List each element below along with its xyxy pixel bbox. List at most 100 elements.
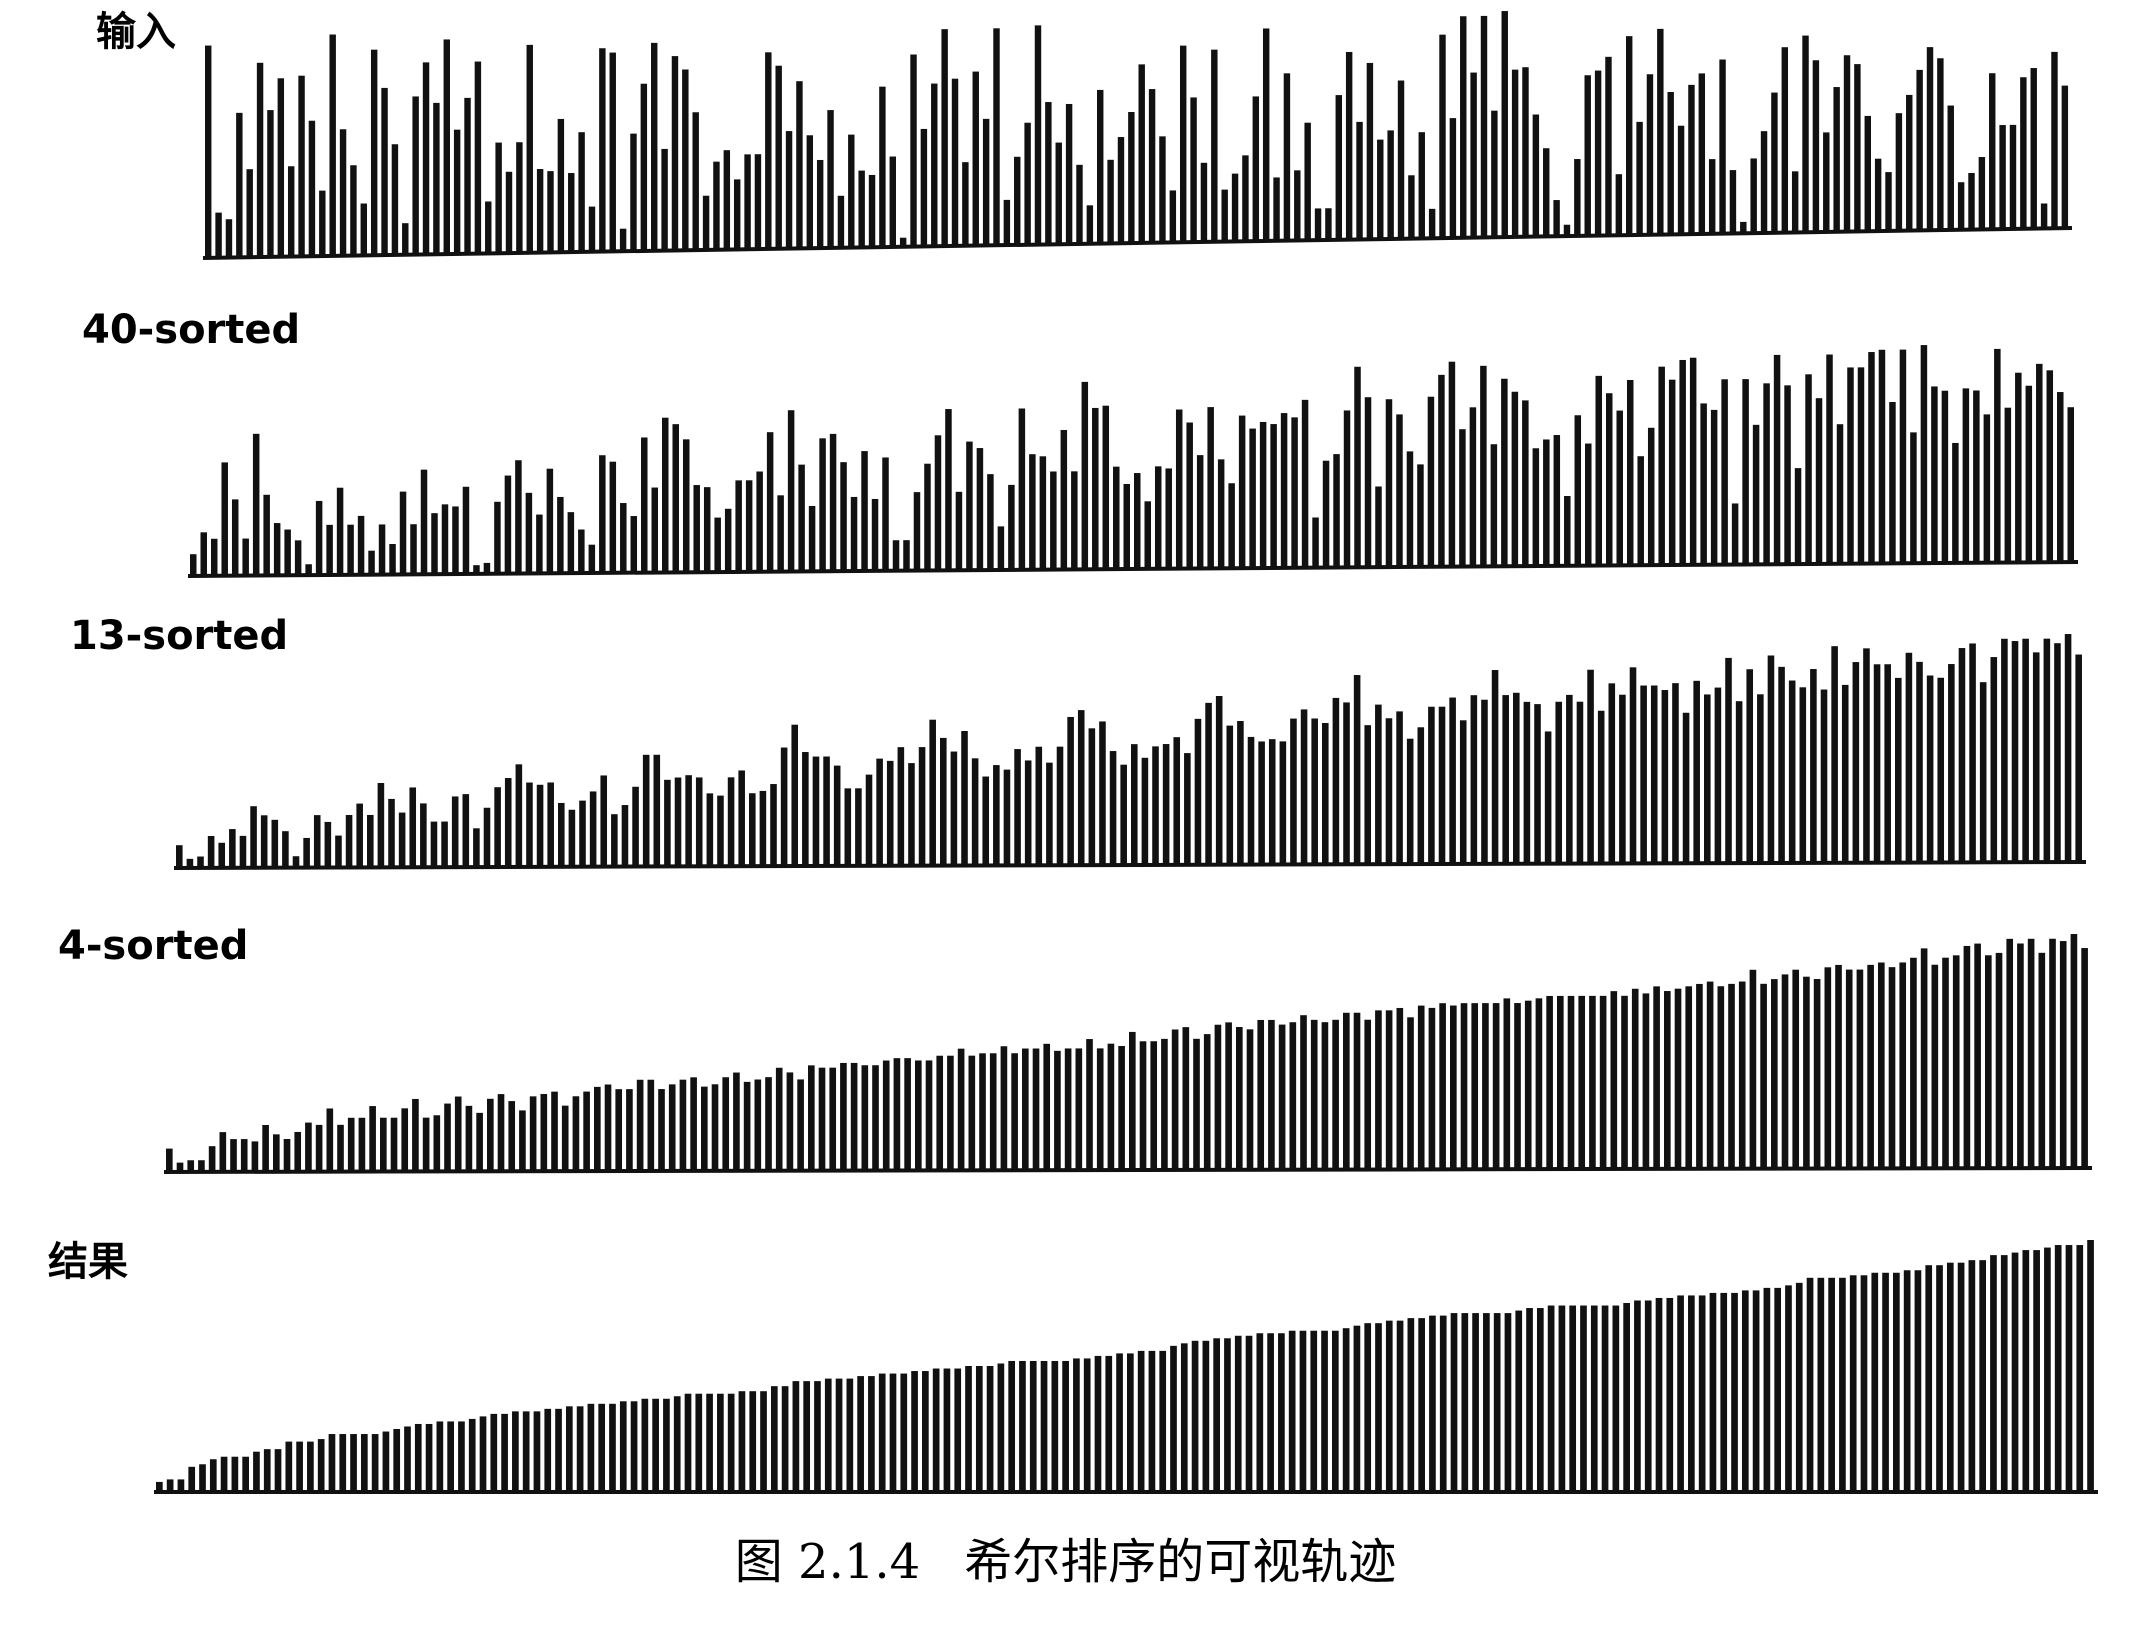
- bar: [674, 777, 682, 867]
- bar: [1749, 969, 1757, 1169]
- bar: [572, 1096, 580, 1172]
- bar: [621, 805, 629, 867]
- bar: [1182, 1027, 1190, 1170]
- bar: [1094, 1355, 1102, 1492]
- bar: [1491, 670, 1499, 864]
- bar: [2033, 1250, 2040, 1492]
- bar: [962, 162, 969, 246]
- bar: [1450, 1313, 1458, 1492]
- bar: [350, 1434, 357, 1492]
- bar: [1647, 427, 1655, 566]
- bar: [412, 1098, 419, 1172]
- bar: [1677, 125, 1685, 235]
- bar: [1180, 1343, 1188, 1492]
- bar: [1721, 379, 1728, 565]
- bar: [1117, 137, 1125, 244]
- bar: [1428, 208, 1436, 239]
- bar: [727, 1393, 735, 1492]
- bar: [1948, 664, 1955, 863]
- bar: [1092, 407, 1099, 570]
- bar: [1513, 692, 1520, 864]
- bar: [1674, 988, 1682, 1169]
- bar: [2043, 638, 2051, 863]
- bar: [197, 856, 204, 868]
- bar: [1011, 1053, 1018, 1171]
- bar: [242, 538, 249, 576]
- bar: [1852, 662, 1860, 863]
- bar: [1640, 685, 1647, 864]
- bar: [1191, 1340, 1199, 1492]
- bar: [882, 1060, 890, 1171]
- bar: [404, 1426, 411, 1492]
- bar: [1428, 706, 1435, 865]
- bar: [2054, 1245, 2062, 1492]
- bar: [187, 1160, 195, 1172]
- bar: [770, 1386, 778, 1492]
- bar: [1427, 396, 1435, 567]
- bar: [1449, 118, 1457, 238]
- figure-number: 图 2.1.4: [734, 1534, 921, 1590]
- bar: [759, 790, 767, 867]
- bar: [636, 1079, 644, 1172]
- bar: [954, 1368, 962, 1492]
- bar: [723, 150, 731, 250]
- bar: [2006, 938, 2014, 1169]
- bar: [1589, 995, 1596, 1170]
- bar: [2001, 638, 2008, 863]
- bar: [2011, 641, 2019, 863]
- bar: [1543, 148, 1550, 237]
- bar: [1906, 94, 1913, 231]
- bar: [941, 29, 948, 247]
- bar: [1236, 1027, 1243, 1170]
- bar: [1335, 95, 1342, 240]
- bar: [1123, 484, 1131, 570]
- bar: [835, 1378, 843, 1492]
- bar: [868, 1376, 875, 1492]
- stage-label-40-sorted: 40-sorted: [82, 307, 301, 353]
- bar: [1931, 386, 1938, 564]
- bar: [1717, 986, 1725, 1169]
- bar: [1952, 955, 1960, 1169]
- bar: [1109, 751, 1117, 866]
- bar: [236, 112, 243, 258]
- bar: [1523, 701, 1531, 864]
- bar: [1113, 466, 1120, 570]
- bar: [879, 86, 886, 248]
- bar: [501, 1413, 508, 1492]
- bar: [738, 1391, 746, 1492]
- bar: [1532, 448, 1540, 566]
- bar: [1746, 669, 1754, 864]
- bar: [775, 65, 782, 249]
- bar: [829, 433, 837, 572]
- bar: [1483, 1313, 1490, 1492]
- bar: [1184, 753, 1191, 865]
- bar: [1685, 986, 1693, 1169]
- bar: [557, 118, 565, 253]
- bar: [1190, 97, 1197, 243]
- bar: [474, 61, 482, 254]
- bar: [367, 814, 374, 868]
- bar: [1989, 73, 1996, 230]
- bar: [565, 1406, 573, 1492]
- bar: [462, 486, 470, 574]
- bar: [1534, 704, 1541, 864]
- bar: [1763, 383, 1770, 565]
- bar: [837, 195, 845, 248]
- bar: [1910, 957, 1917, 1169]
- bar: [1784, 385, 1791, 565]
- bar: [1968, 1260, 1976, 1492]
- bar: [619, 1401, 627, 1492]
- bar: [966, 441, 973, 571]
- bar: [473, 828, 480, 868]
- bar: [920, 128, 928, 247]
- bar: [2076, 1245, 2084, 1492]
- bar: [1224, 1338, 1231, 1492]
- bar: [695, 1393, 703, 1492]
- bar: [239, 835, 247, 868]
- bar: [200, 532, 207, 576]
- bar: [711, 1084, 719, 1171]
- bar: [1637, 456, 1644, 566]
- bar: [1824, 967, 1832, 1169]
- bar: [1291, 417, 1298, 568]
- bar: [229, 829, 236, 868]
